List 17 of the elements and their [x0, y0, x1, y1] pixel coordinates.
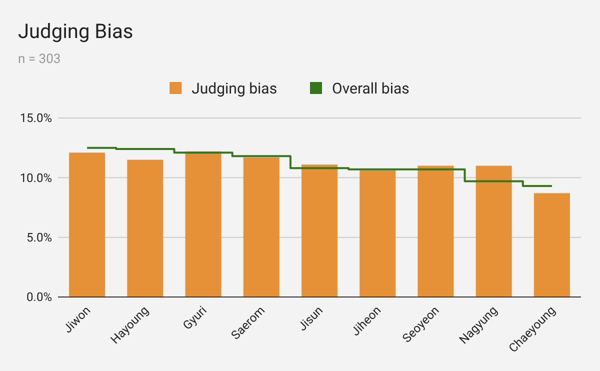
bar: [69, 152, 106, 297]
bar: [185, 151, 222, 297]
chart-title: Judging Bias: [18, 19, 134, 43]
y-tick-label: 15.0%: [20, 111, 52, 126]
bar: [301, 164, 338, 297]
y-tick-label: 10.0%: [20, 170, 52, 185]
bar: [476, 166, 512, 297]
bar: [243, 157, 280, 297]
legend-label: Overall bias: [332, 79, 410, 98]
bar: [360, 170, 396, 297]
bar: [418, 166, 454, 297]
legend-label: Judging bias: [192, 79, 278, 98]
y-tick-label: 5.0%: [26, 230, 52, 245]
bar: [127, 160, 164, 297]
y-tick-label: 0.0%: [26, 290, 52, 304]
chart-subtitle: n = 303: [18, 52, 61, 67]
bar: [534, 193, 570, 297]
